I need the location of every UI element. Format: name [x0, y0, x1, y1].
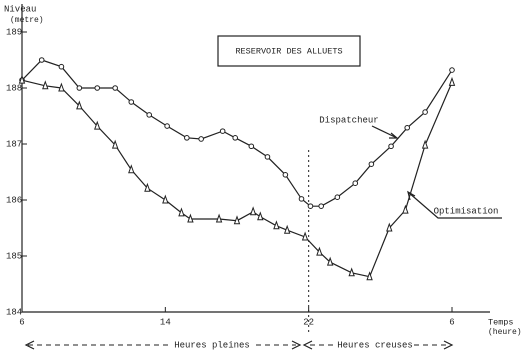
y-label: Niveau: [4, 4, 36, 14]
y-tick-label: 187: [6, 139, 22, 149]
point: [352, 180, 359, 186]
point: [18, 74, 26, 84]
point: [249, 206, 257, 216]
point: [94, 85, 101, 91]
point: [128, 99, 135, 105]
point: [273, 220, 280, 230]
x-unit: (heure): [488, 328, 522, 337]
point: [366, 271, 373, 281]
point: [326, 256, 334, 266]
period-label: Heures creuses: [337, 340, 413, 350]
legend-label: Dispatcheur: [319, 115, 378, 125]
point: [76, 100, 83, 110]
x-tick-label: 14: [160, 317, 171, 327]
x-tick-label: 22: [303, 317, 314, 327]
y-tick-label: 185: [6, 251, 22, 261]
point: [248, 143, 255, 150]
x-label: Temps: [488, 317, 514, 327]
point: [449, 67, 455, 73]
series-line: [21, 79, 453, 278]
point: [94, 120, 101, 130]
point: [184, 135, 190, 141]
point: [298, 196, 305, 202]
point: [307, 203, 314, 209]
point: [316, 246, 323, 256]
point: [448, 76, 456, 86]
point: [386, 222, 393, 232]
point: [162, 194, 169, 204]
point: [264, 154, 271, 160]
point: [421, 139, 429, 149]
y-unit: (metre): [10, 16, 44, 25]
chart-title: RESERVOIR DES ALLUETS: [235, 46, 342, 56]
point: [402, 204, 409, 214]
point: [144, 182, 151, 192]
point: [58, 82, 65, 92]
point: [219, 128, 226, 134]
point: [58, 63, 65, 70]
point: [404, 124, 411, 131]
title-box: [217, 35, 361, 67]
point: [38, 57, 45, 63]
point: [232, 135, 239, 141]
series-line: [21, 59, 453, 207]
y-tick-label: 184: [6, 307, 22, 317]
annotation-arrow: [371, 125, 399, 139]
y-tick-label: 189: [6, 27, 22, 37]
legend-label: Optimisation: [434, 206, 499, 216]
point: [215, 213, 223, 223]
point: [198, 136, 204, 142]
y-tick-label: 186: [6, 195, 22, 205]
point: [388, 143, 394, 150]
point: [282, 172, 289, 178]
point: [318, 203, 325, 209]
point: [187, 213, 194, 223]
point: [368, 161, 375, 167]
point: [283, 224, 291, 234]
period-arrowheads: [24, 340, 454, 350]
point: [76, 85, 83, 91]
y-tick-label: 188: [6, 83, 22, 93]
point: [422, 109, 428, 115]
point: [334, 194, 341, 200]
point: [164, 123, 170, 129]
x-tick-label: 6: [449, 317, 454, 327]
point: [111, 139, 119, 149]
point: [178, 207, 185, 217]
point: [42, 80, 49, 90]
point: [146, 112, 153, 118]
point: [128, 164, 135, 174]
x-tick-label: 6: [19, 317, 24, 327]
point: [301, 231, 309, 241]
period-label: Heures pleines: [174, 340, 250, 350]
point: [257, 211, 264, 221]
point: [348, 267, 355, 277]
point: [233, 215, 241, 225]
point: [112, 85, 118, 91]
